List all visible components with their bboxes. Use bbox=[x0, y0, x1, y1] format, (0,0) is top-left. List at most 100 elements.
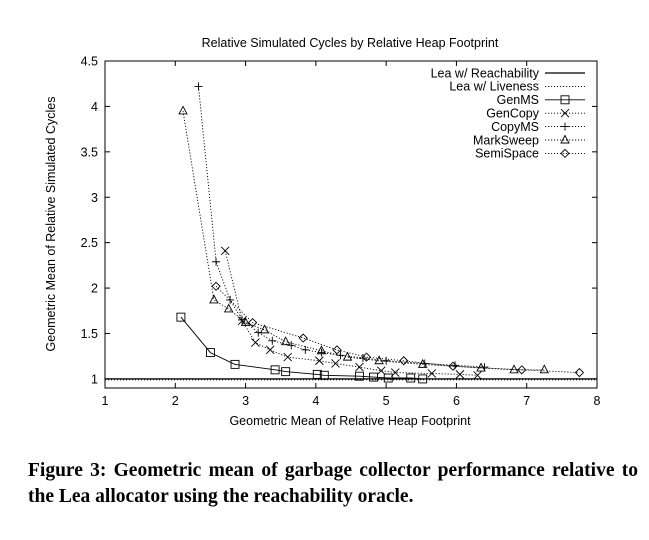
point-diamond bbox=[332, 345, 342, 355]
point-x bbox=[220, 246, 230, 256]
series-line bbox=[180, 316, 423, 380]
point-plus bbox=[287, 341, 296, 350]
point-square bbox=[176, 312, 186, 322]
point-triangle bbox=[259, 324, 270, 334]
point-x bbox=[283, 352, 293, 362]
series-line bbox=[215, 285, 580, 374]
point-triangle bbox=[417, 358, 428, 368]
y-tick-label: 2.5 bbox=[81, 236, 98, 250]
point-plus bbox=[382, 356, 391, 365]
legend-item: GenMS bbox=[497, 93, 585, 107]
point-diamond bbox=[247, 317, 258, 328]
legend-label: SemiSpace bbox=[475, 147, 539, 161]
point-square bbox=[270, 365, 280, 375]
x-tick-label: 2 bbox=[172, 394, 179, 408]
point-square bbox=[281, 367, 291, 377]
y-tick-label: 3 bbox=[91, 191, 98, 205]
y-tick-label: 1.5 bbox=[81, 327, 98, 341]
chart: Relative Simulated Cycles by Relative He… bbox=[44, 36, 601, 428]
point-diamond bbox=[560, 148, 570, 159]
series-layer bbox=[105, 82, 597, 384]
point-x bbox=[427, 369, 437, 378]
point-diamond bbox=[361, 352, 372, 362]
point-diamond bbox=[298, 333, 308, 343]
series-marksweep bbox=[178, 105, 550, 374]
point-triangle bbox=[509, 364, 519, 374]
point-plus bbox=[301, 345, 310, 354]
point-x bbox=[315, 356, 324, 366]
point-triangle bbox=[342, 351, 353, 361]
point-diamond bbox=[574, 367, 585, 378]
legend-label: Lea w/ Reachability bbox=[431, 66, 540, 80]
point-triangle bbox=[560, 134, 570, 144]
point-plus bbox=[561, 122, 569, 131]
point-triangle bbox=[374, 355, 384, 365]
point-square bbox=[205, 348, 215, 358]
series-semispace bbox=[211, 281, 585, 378]
point-diamond bbox=[517, 365, 527, 375]
legend-label: GenCopy bbox=[486, 107, 540, 121]
figure-caption: Figure 3: Geometric mean of garbage coll… bbox=[28, 460, 638, 507]
y-tick-label: 4 bbox=[91, 100, 98, 114]
x-tick-label: 7 bbox=[523, 394, 530, 408]
point-diamond bbox=[211, 281, 221, 291]
chart-title: Relative Simulated Cycles by Relative He… bbox=[202, 36, 499, 50]
legend-item: SemiSpace bbox=[475, 147, 585, 161]
point-triangle bbox=[316, 345, 327, 355]
point-triangle bbox=[280, 336, 291, 346]
legend-item: Lea w/ Reachability bbox=[431, 66, 585, 80]
point-square bbox=[312, 369, 322, 379]
x-tick-label: 6 bbox=[453, 394, 460, 408]
legend-item: CopyMS bbox=[491, 120, 585, 134]
point-x bbox=[331, 359, 340, 368]
point-plus bbox=[194, 82, 203, 91]
point-plus bbox=[226, 295, 235, 304]
series-copyms bbox=[194, 82, 489, 372]
point-square bbox=[354, 371, 364, 381]
legend-item: MarkSweep bbox=[473, 133, 585, 147]
y-tick-label: 4.5 bbox=[81, 55, 98, 69]
point-plus bbox=[212, 257, 221, 266]
point-x bbox=[376, 366, 386, 376]
point-diamond bbox=[399, 356, 409, 366]
x-tick-label: 5 bbox=[383, 394, 390, 408]
legend-label: GenMS bbox=[497, 93, 539, 107]
point-square bbox=[369, 372, 378, 382]
point-triangle bbox=[240, 317, 251, 327]
point-triangle bbox=[539, 364, 550, 374]
point-x bbox=[355, 362, 364, 372]
legend-label: CopyMS bbox=[491, 120, 539, 134]
point-x bbox=[560, 108, 570, 118]
x-tick-label: 8 bbox=[594, 394, 601, 408]
y-axis-label: Geometric Mean of Relative Simulated Cyc… bbox=[44, 97, 58, 352]
y-tick-label: 2 bbox=[91, 282, 98, 296]
point-x bbox=[265, 345, 275, 355]
point-square bbox=[560, 95, 570, 105]
point-diamond bbox=[448, 361, 458, 371]
y-tick-label: 1 bbox=[91, 372, 98, 386]
legend-item: GenCopy bbox=[486, 107, 585, 121]
plot-area-frame bbox=[104, 60, 598, 389]
point-x bbox=[390, 368, 400, 377]
series-gencopy bbox=[220, 246, 482, 380]
legend-label: MarkSweep bbox=[473, 133, 539, 147]
legend-item: Lea w/ Liveness bbox=[449, 80, 585, 94]
point-square bbox=[418, 374, 428, 384]
x-tick-label: 3 bbox=[242, 394, 249, 408]
point-triangle bbox=[476, 362, 486, 372]
point-square bbox=[406, 373, 416, 383]
point-triangle bbox=[209, 294, 219, 304]
point-plus bbox=[336, 351, 345, 360]
series-genms bbox=[176, 312, 428, 384]
point-triangle bbox=[223, 303, 234, 313]
point-x bbox=[473, 370, 482, 380]
point-square bbox=[319, 370, 329, 380]
point-plus bbox=[268, 336, 277, 345]
x-tick-label: 4 bbox=[312, 394, 319, 408]
point-x bbox=[251, 338, 260, 347]
point-plus bbox=[317, 348, 326, 357]
point-x bbox=[455, 370, 465, 379]
point-triangle bbox=[178, 105, 188, 115]
y-tick-label: 3.5 bbox=[81, 145, 98, 159]
